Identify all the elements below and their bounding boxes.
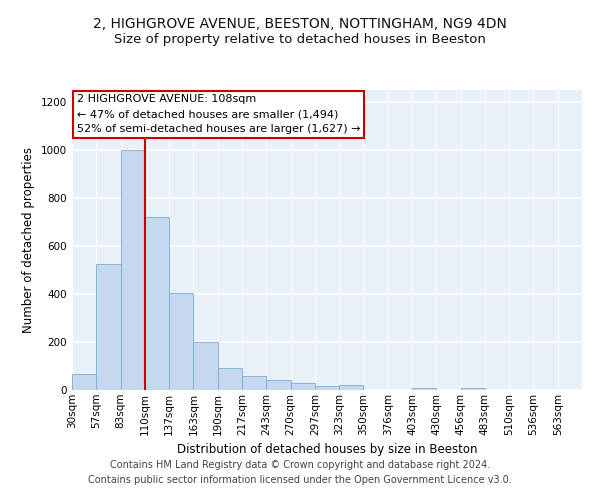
Bar (242, 376, 266, 390)
Bar (290, 383, 315, 390)
X-axis label: Distribution of detached houses by size in Beeston: Distribution of detached houses by size … (177, 443, 477, 456)
Bar (145, 217, 169, 390)
Text: 2 HIGHGROVE AVENUE: 108sqm
← 47% of detached houses are smaller (1,494)
52% of s: 2 HIGHGROVE AVENUE: 108sqm ← 47% of deta… (77, 94, 361, 134)
Bar (121, 150, 145, 390)
Y-axis label: Number of detached properties: Number of detached properties (22, 147, 35, 333)
Text: Size of property relative to detached houses in Beeston: Size of property relative to detached ho… (114, 32, 486, 46)
Bar (72, 374, 96, 390)
Bar (315, 386, 339, 390)
Bar (169, 293, 193, 390)
Bar (96, 264, 121, 390)
Bar (218, 368, 242, 390)
Bar (339, 385, 364, 390)
Bar (461, 388, 485, 390)
Bar (412, 388, 436, 390)
Bar (266, 380, 290, 390)
Bar (193, 342, 218, 390)
Text: Contains HM Land Registry data © Crown copyright and database right 2024.
Contai: Contains HM Land Registry data © Crown c… (88, 460, 512, 485)
Text: 2, HIGHGROVE AVENUE, BEESTON, NOTTINGHAM, NG9 4DN: 2, HIGHGROVE AVENUE, BEESTON, NOTTINGHAM… (93, 18, 507, 32)
